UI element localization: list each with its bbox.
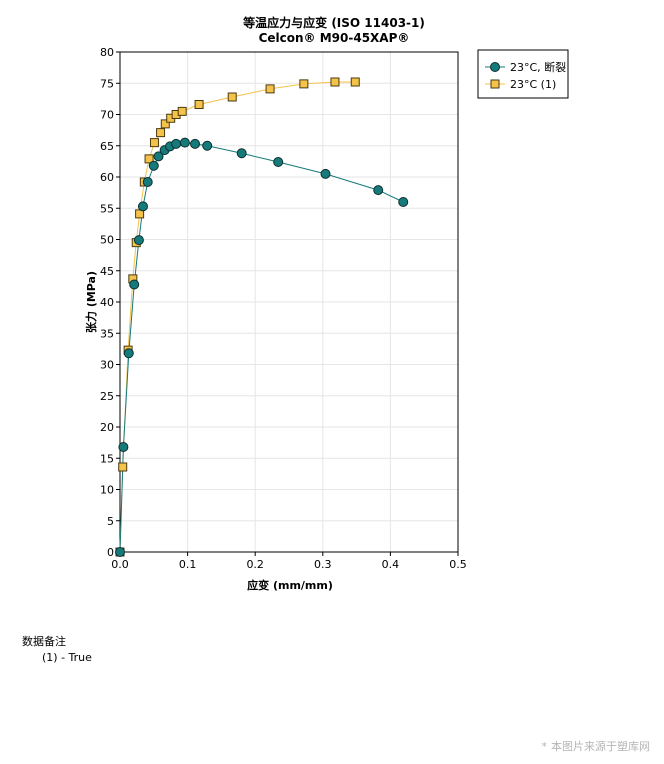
data-point-fracture [179, 137, 190, 148]
axis-ticks: 0 5 10 15 20 25 30 35 40 45 50 55 60 65 70 75 80 0.0 0.1 0.… [100, 46, 467, 571]
series-line-1 [119, 142, 404, 553]
data-point-true [149, 138, 159, 148]
y-tick-label: 55 [100, 202, 114, 215]
legend-item-true: 23°C (1) [485, 78, 556, 91]
data-point-fracture [137, 201, 148, 212]
y-axis-label: 张力 (MPa) [84, 271, 98, 333]
circle-marker-icon [490, 62, 500, 72]
data-point-true [330, 77, 340, 87]
data-point-true [177, 106, 187, 116]
data-point-fracture [129, 279, 140, 290]
chart-subtitle: Celcon® M90-45XAP® [259, 31, 410, 45]
data-point-true [160, 119, 170, 129]
y-tick-label: 35 [100, 327, 114, 340]
y-tick-label: 50 [100, 234, 114, 247]
legend-item-fracture: 23°C, 断裂 [485, 60, 566, 74]
grid-lines [120, 52, 458, 552]
y-tick-label: 30 [100, 359, 114, 372]
x-tick-label: 0.1 [179, 558, 197, 571]
y-tick-label: 20 [100, 421, 114, 434]
y-tick-label: 65 [100, 140, 114, 153]
series-layer [115, 77, 409, 557]
data-point-true [144, 154, 154, 164]
data-point-true [118, 462, 128, 472]
data-point-fracture [398, 197, 409, 207]
asterisk-icon: * [541, 740, 548, 753]
data-point-true [265, 84, 275, 94]
x-tick-label: 0.2 [246, 558, 264, 571]
data-point-fracture [153, 151, 164, 162]
watermark: * 本图片来源于塑库网 [542, 738, 651, 754]
watermark-text: 本图片来源于塑库网 [551, 740, 650, 753]
data-point-true [194, 100, 204, 109]
data-point-fracture [148, 160, 159, 171]
data-point-true [299, 79, 309, 89]
data-point-fracture [115, 547, 125, 557]
y-tick-label: 15 [100, 452, 114, 465]
data-point-fracture [142, 177, 153, 187]
y-tick-label: 40 [100, 296, 114, 309]
data-point-fracture [190, 138, 201, 149]
y-tick-label: 75 [100, 77, 114, 90]
note-item: (1) - True [42, 651, 92, 664]
legend: 23°C, 断裂 23°C (1) [477, 49, 569, 99]
y-tick-label: 70 [100, 109, 114, 122]
data-point-true [227, 92, 237, 102]
chart-title: 等温应力与应变 (ISO 11403-1) [242, 15, 425, 30]
data-point-fracture [133, 235, 144, 246]
y-tick-label: 60 [100, 171, 114, 184]
data-point-fracture [118, 442, 129, 452]
data-point-true [156, 128, 166, 138]
y-tick-label: 45 [100, 265, 114, 278]
legend-box [477, 49, 569, 99]
notes-heading: 数据备注 [22, 635, 66, 648]
y-tick-label: 0 [107, 546, 114, 559]
data-notes: 数据备注 (1) - True [22, 634, 92, 666]
legend-label-true: 23°C (1) [510, 78, 556, 91]
x-tick-label: 0.0 [111, 558, 129, 571]
x-tick-label: 0.4 [382, 558, 400, 571]
x-tick-label: 0.3 [314, 558, 332, 571]
data-point-fracture [320, 168, 331, 179]
y-tick-label: 80 [100, 46, 114, 59]
y-tick-label: 5 [107, 515, 114, 528]
x-tick-label: 0.5 [449, 558, 467, 571]
square-marker-icon [490, 79, 500, 89]
data-point-fracture [202, 140, 213, 151]
y-tick-label: 25 [100, 390, 114, 403]
data-point-true [350, 77, 360, 87]
data-point-fracture [373, 185, 384, 196]
stress-strain-chart: 0 5 10 15 20 25 30 35 40 45 50 55 60 65 70 75 80 0.0 0.1 0.… [84, 15, 569, 592]
data-point-fracture [273, 157, 284, 167]
y-tick-label: 10 [100, 484, 114, 497]
x-axis-label: 应变 (mm/mm) [247, 578, 333, 592]
data-point-fracture [236, 148, 247, 159]
data-point-fracture [123, 348, 134, 359]
legend-label-fracture: 23°C, 断裂 [510, 60, 566, 74]
data-point-fracture [171, 138, 182, 149]
